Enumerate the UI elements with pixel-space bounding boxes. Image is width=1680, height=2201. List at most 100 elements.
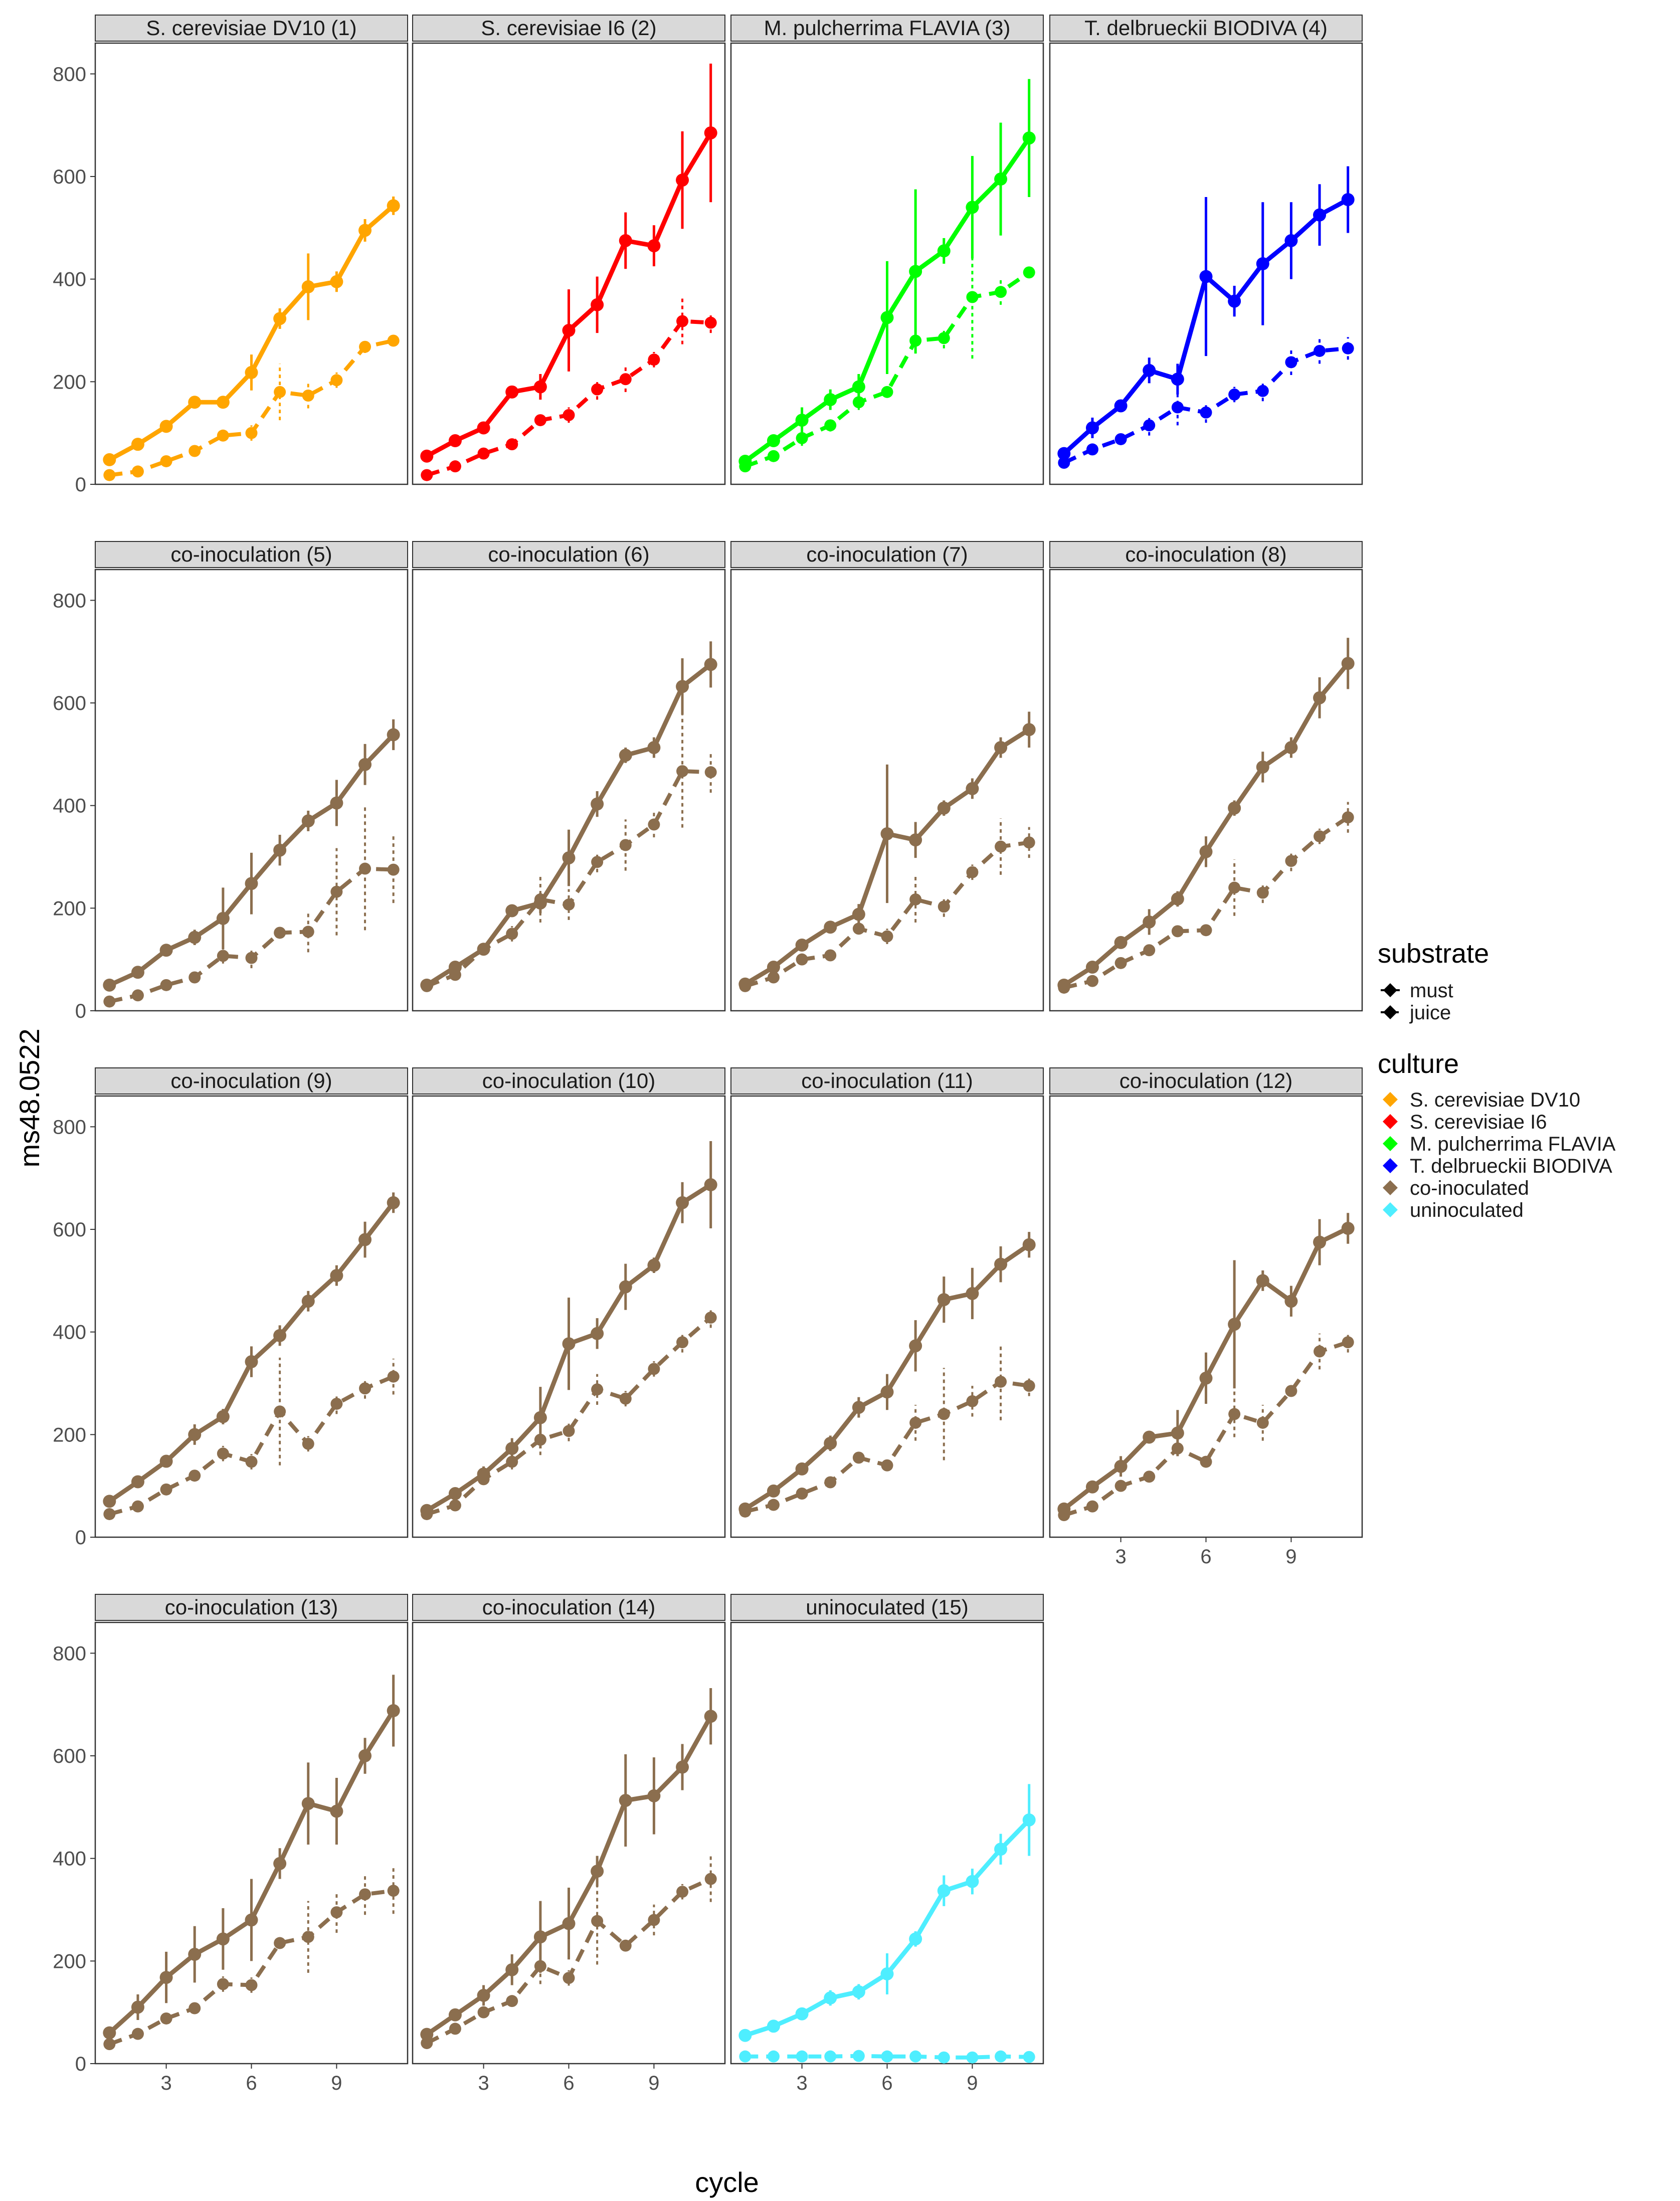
diamond-icon	[1383, 1158, 1398, 1173]
juice-point	[330, 1906, 343, 1919]
facet-strip	[412, 541, 725, 568]
juice-point	[1285, 855, 1297, 867]
juice-point	[563, 898, 575, 911]
must-point	[738, 454, 752, 468]
y-tick-label: 800	[53, 1116, 86, 1138]
juice-point	[131, 2028, 144, 2040]
juice-point	[966, 1395, 979, 1407]
must-point	[301, 814, 315, 828]
juice-point	[359, 862, 371, 875]
must-point	[1143, 363, 1156, 377]
juice-point	[995, 286, 1007, 298]
must-point	[533, 380, 547, 394]
panel-border	[94, 1095, 409, 1538]
juice-point	[1086, 975, 1098, 987]
facet-strip	[95, 1594, 408, 1621]
must-point	[619, 234, 632, 247]
must-point	[301, 1797, 315, 1810]
must-point	[103, 2026, 116, 2040]
juice-point	[449, 1499, 461, 1512]
legend-substrate-title: substrate	[1378, 939, 1489, 969]
juice-point	[619, 373, 632, 386]
facet-strip	[730, 1067, 1044, 1094]
must-point	[647, 741, 661, 755]
must-point	[676, 680, 689, 693]
juice-point	[359, 1888, 371, 1901]
juice-point	[1200, 1455, 1212, 1468]
must-point	[880, 827, 894, 840]
juice-point	[330, 1397, 343, 1410]
must-point	[1085, 421, 1099, 435]
legend-culture-item: S. cerevisiae I6	[1383, 1111, 1547, 1133]
must-point	[1284, 1295, 1298, 1308]
facet-panel: co-inoculation (5) 0 200 400 600 800	[53, 541, 409, 1022]
juice-point	[767, 1499, 780, 1511]
must-point	[704, 126, 717, 140]
facet-panel: co-inoculation (13) 0 200 400 600 800 3 6 9	[53, 1594, 409, 2094]
must-point	[937, 801, 951, 815]
must-point	[358, 758, 372, 771]
diamond-icon	[1383, 1180, 1398, 1195]
juice-point	[852, 1451, 865, 1464]
juice-point	[506, 438, 518, 451]
juice-point	[619, 1392, 632, 1405]
facet-title: co-inoculation (9)	[170, 1069, 332, 1092]
must-point	[966, 201, 979, 214]
legend-culture-label: uninoculated	[1410, 1199, 1524, 1221]
must-point	[1085, 961, 1099, 974]
juice-point	[591, 383, 604, 396]
x-tick-label: 6	[563, 2072, 574, 2094]
juice-point	[881, 2050, 893, 2063]
juice-point	[1314, 1345, 1326, 1358]
y-tick-label: 600	[53, 1219, 86, 1241]
must-series	[103, 1192, 400, 1508]
must-point	[1256, 1274, 1269, 1288]
must-point	[188, 931, 202, 944]
juice-point	[591, 856, 604, 868]
must-point	[387, 199, 400, 213]
must-point	[420, 978, 434, 992]
must-point	[448, 434, 462, 448]
must-point	[330, 275, 343, 288]
must-point	[824, 1991, 837, 2005]
facet-strip	[1049, 15, 1363, 42]
must-point	[1199, 1371, 1213, 1385]
panel-border	[94, 42, 409, 485]
must-point	[273, 843, 287, 857]
must-point	[505, 385, 519, 399]
must-point	[591, 1865, 604, 1878]
must-series	[420, 1141, 717, 1517]
must-point	[852, 380, 865, 394]
facet-panel: co-inoculation (12) 3 6 9	[1049, 1067, 1363, 1568]
juice-point	[103, 469, 116, 481]
x-tick-label: 6	[1200, 1546, 1211, 1568]
juice-point	[966, 291, 979, 303]
must-point	[619, 1280, 632, 1294]
facet-panel: co-inoculation (14) 3 6 9	[412, 1594, 726, 2094]
must-point	[505, 904, 519, 918]
must-point	[880, 1967, 894, 1980]
facet-title: co-inoculation (14)	[482, 1595, 656, 1619]
must-point	[273, 1329, 287, 1342]
must-point	[420, 2028, 434, 2041]
juice-series	[1058, 337, 1354, 469]
must-point	[216, 1410, 230, 1423]
facet-title: co-inoculation (10)	[482, 1069, 656, 1092]
must-point	[1256, 760, 1269, 774]
facet-strip	[730, 15, 1044, 42]
juice-point	[387, 1885, 400, 1897]
must-point	[767, 434, 780, 448]
juice-point	[449, 460, 461, 473]
must-point	[477, 1988, 490, 2002]
legend-culture-item: S. cerevisiae DV10	[1383, 1089, 1580, 1111]
facet-panel: co-inoculation (10)	[412, 1067, 726, 1538]
must-point	[188, 396, 202, 409]
juice-point	[1342, 1336, 1354, 1349]
juice-point	[1228, 881, 1241, 894]
y-tick-label: 200	[53, 897, 86, 920]
legend-culture-label: S. cerevisiae I6	[1410, 1111, 1547, 1133]
must-point	[245, 1355, 258, 1369]
panel-border	[1049, 569, 1363, 1012]
must-point	[1341, 1222, 1355, 1235]
